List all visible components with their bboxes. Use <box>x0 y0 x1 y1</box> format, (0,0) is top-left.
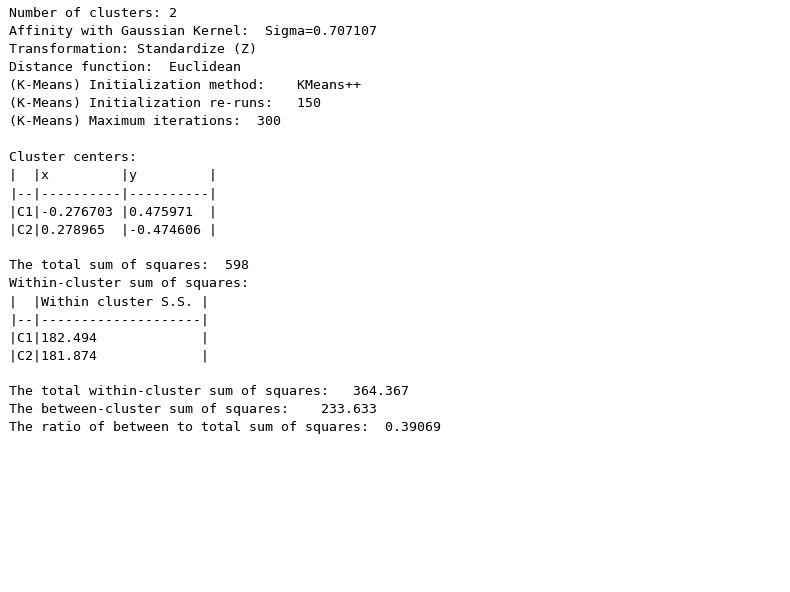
Text: Number of clusters: 2
Affinity with Gaussian Kernel:  Sigma=0.707107
Transformat: Number of clusters: 2 Affinity with Gaus… <box>9 7 442 434</box>
